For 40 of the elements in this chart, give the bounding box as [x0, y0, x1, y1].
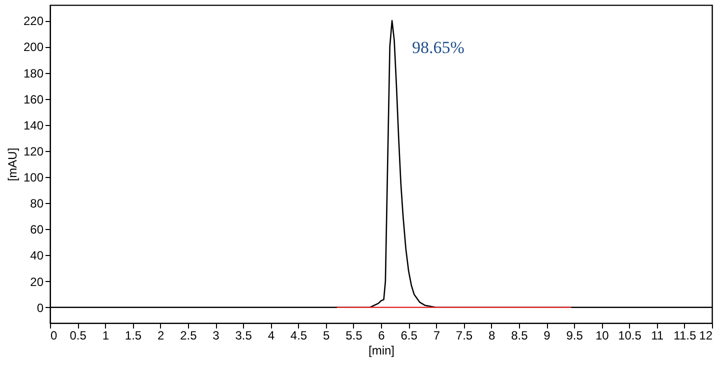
- y-axis-title: [mAU]: [5, 148, 20, 182]
- x-tick-label: 0: [50, 328, 58, 342]
- x-tick-label: 2: [157, 328, 164, 342]
- y-tick-label: 140: [23, 118, 44, 132]
- y-tick-label: 160: [23, 92, 44, 106]
- x-tick-label: 2.5: [180, 328, 198, 342]
- x-tick-label: 8.5: [511, 328, 528, 342]
- y-tick-label: 200: [23, 40, 44, 54]
- x-tick-label: 1.5: [124, 328, 142, 342]
- x-tick-label: 11.5: [674, 328, 696, 342]
- x-tick-label: 6: [378, 328, 386, 342]
- x-tick-label: 1: [102, 328, 110, 342]
- x-tick-label: 10.5: [618, 328, 642, 342]
- y-tick-label: 20: [30, 274, 44, 289]
- x-tick-label: 11: [651, 328, 664, 342]
- x-tick-label: 3: [212, 328, 220, 342]
- x-tick-label: 12: [699, 328, 713, 342]
- x-axis-title: [min]: [368, 344, 395, 358]
- y-tick-label: 120: [23, 144, 44, 158]
- y-tick-label: 100: [23, 170, 44, 185]
- x-tick-label: 7.5: [456, 328, 473, 342]
- x-tick-label: 0.5: [70, 328, 87, 342]
- x-tick-label: 6.5: [400, 328, 418, 342]
- x-tick-label: 8: [488, 328, 496, 342]
- x-tick-label: 5.5: [346, 328, 363, 342]
- y-tick-label: 60: [30, 222, 44, 237]
- y-tick-label: 220: [23, 14, 44, 28]
- x-tick-label: 7: [433, 328, 440, 342]
- x-tick-label: 9: [544, 328, 551, 342]
- x-tick-label: 4.5: [290, 328, 308, 342]
- y-tick-label: 180: [23, 66, 44, 80]
- y-tick-label: 0: [36, 300, 44, 315]
- x-tick-label: 4: [268, 328, 275, 342]
- y-tick-label: 40: [30, 248, 44, 263]
- y-tick-label: 80: [30, 196, 44, 211]
- x-tick-label: 10: [595, 328, 610, 342]
- x-tick-label: 9.5: [566, 328, 584, 342]
- x-tick-label: 3.5: [235, 328, 252, 342]
- annotation: 98.65%: [412, 38, 464, 57]
- x-tick-label: 5: [322, 328, 330, 342]
